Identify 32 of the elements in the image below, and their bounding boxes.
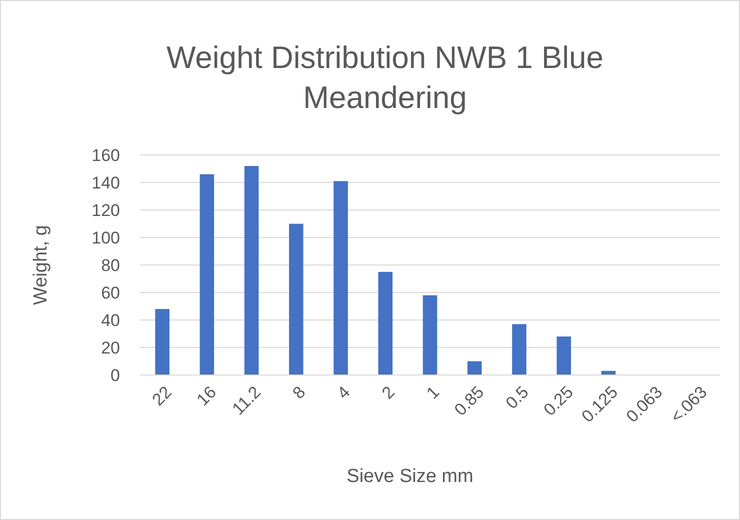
bar: [244, 166, 259, 375]
y-tick-label: 80: [101, 256, 120, 275]
y-tick-label: 140: [92, 173, 120, 192]
x-tick-label: 0.5: [502, 382, 532, 413]
bar: [200, 174, 214, 375]
bar: [512, 324, 526, 375]
x-axis-title: Sieve Size mm: [346, 466, 474, 487]
y-axis-title: Weight, g: [30, 225, 52, 305]
y-tick-label: 120: [92, 200, 120, 220]
x-tick-label: 0.25: [540, 382, 577, 420]
y-tick-label: 0: [110, 366, 120, 385]
bar: [556, 336, 571, 375]
y-tick-label: 40: [101, 310, 120, 330]
y-tick-label: 20: [101, 338, 120, 358]
bar: [422, 295, 438, 375]
x-tick-label: 11.2: [228, 382, 265, 419]
x-tick-label: 8: [289, 382, 310, 403]
bar: [378, 272, 393, 375]
x-tick-label: 4: [334, 382, 354, 403]
y-tick-label: 100: [92, 228, 120, 248]
bar: [467, 361, 482, 375]
bar: [334, 181, 348, 375]
chart-title: Weight Distribution NWB 1 Blue Meandering: [166, 40, 604, 115]
y-tick-label: 160: [92, 146, 120, 165]
x-tick-label: 16: [193, 382, 220, 410]
x-tick-label: 0.85: [450, 382, 488, 420]
y-tick-label: 60: [101, 283, 120, 302]
bar: [155, 309, 170, 375]
x-tick-label: 22: [148, 382, 176, 410]
bar: [289, 224, 304, 375]
x-tick-label: 1: [422, 382, 444, 403]
x-tick-label: 2: [378, 382, 398, 403]
